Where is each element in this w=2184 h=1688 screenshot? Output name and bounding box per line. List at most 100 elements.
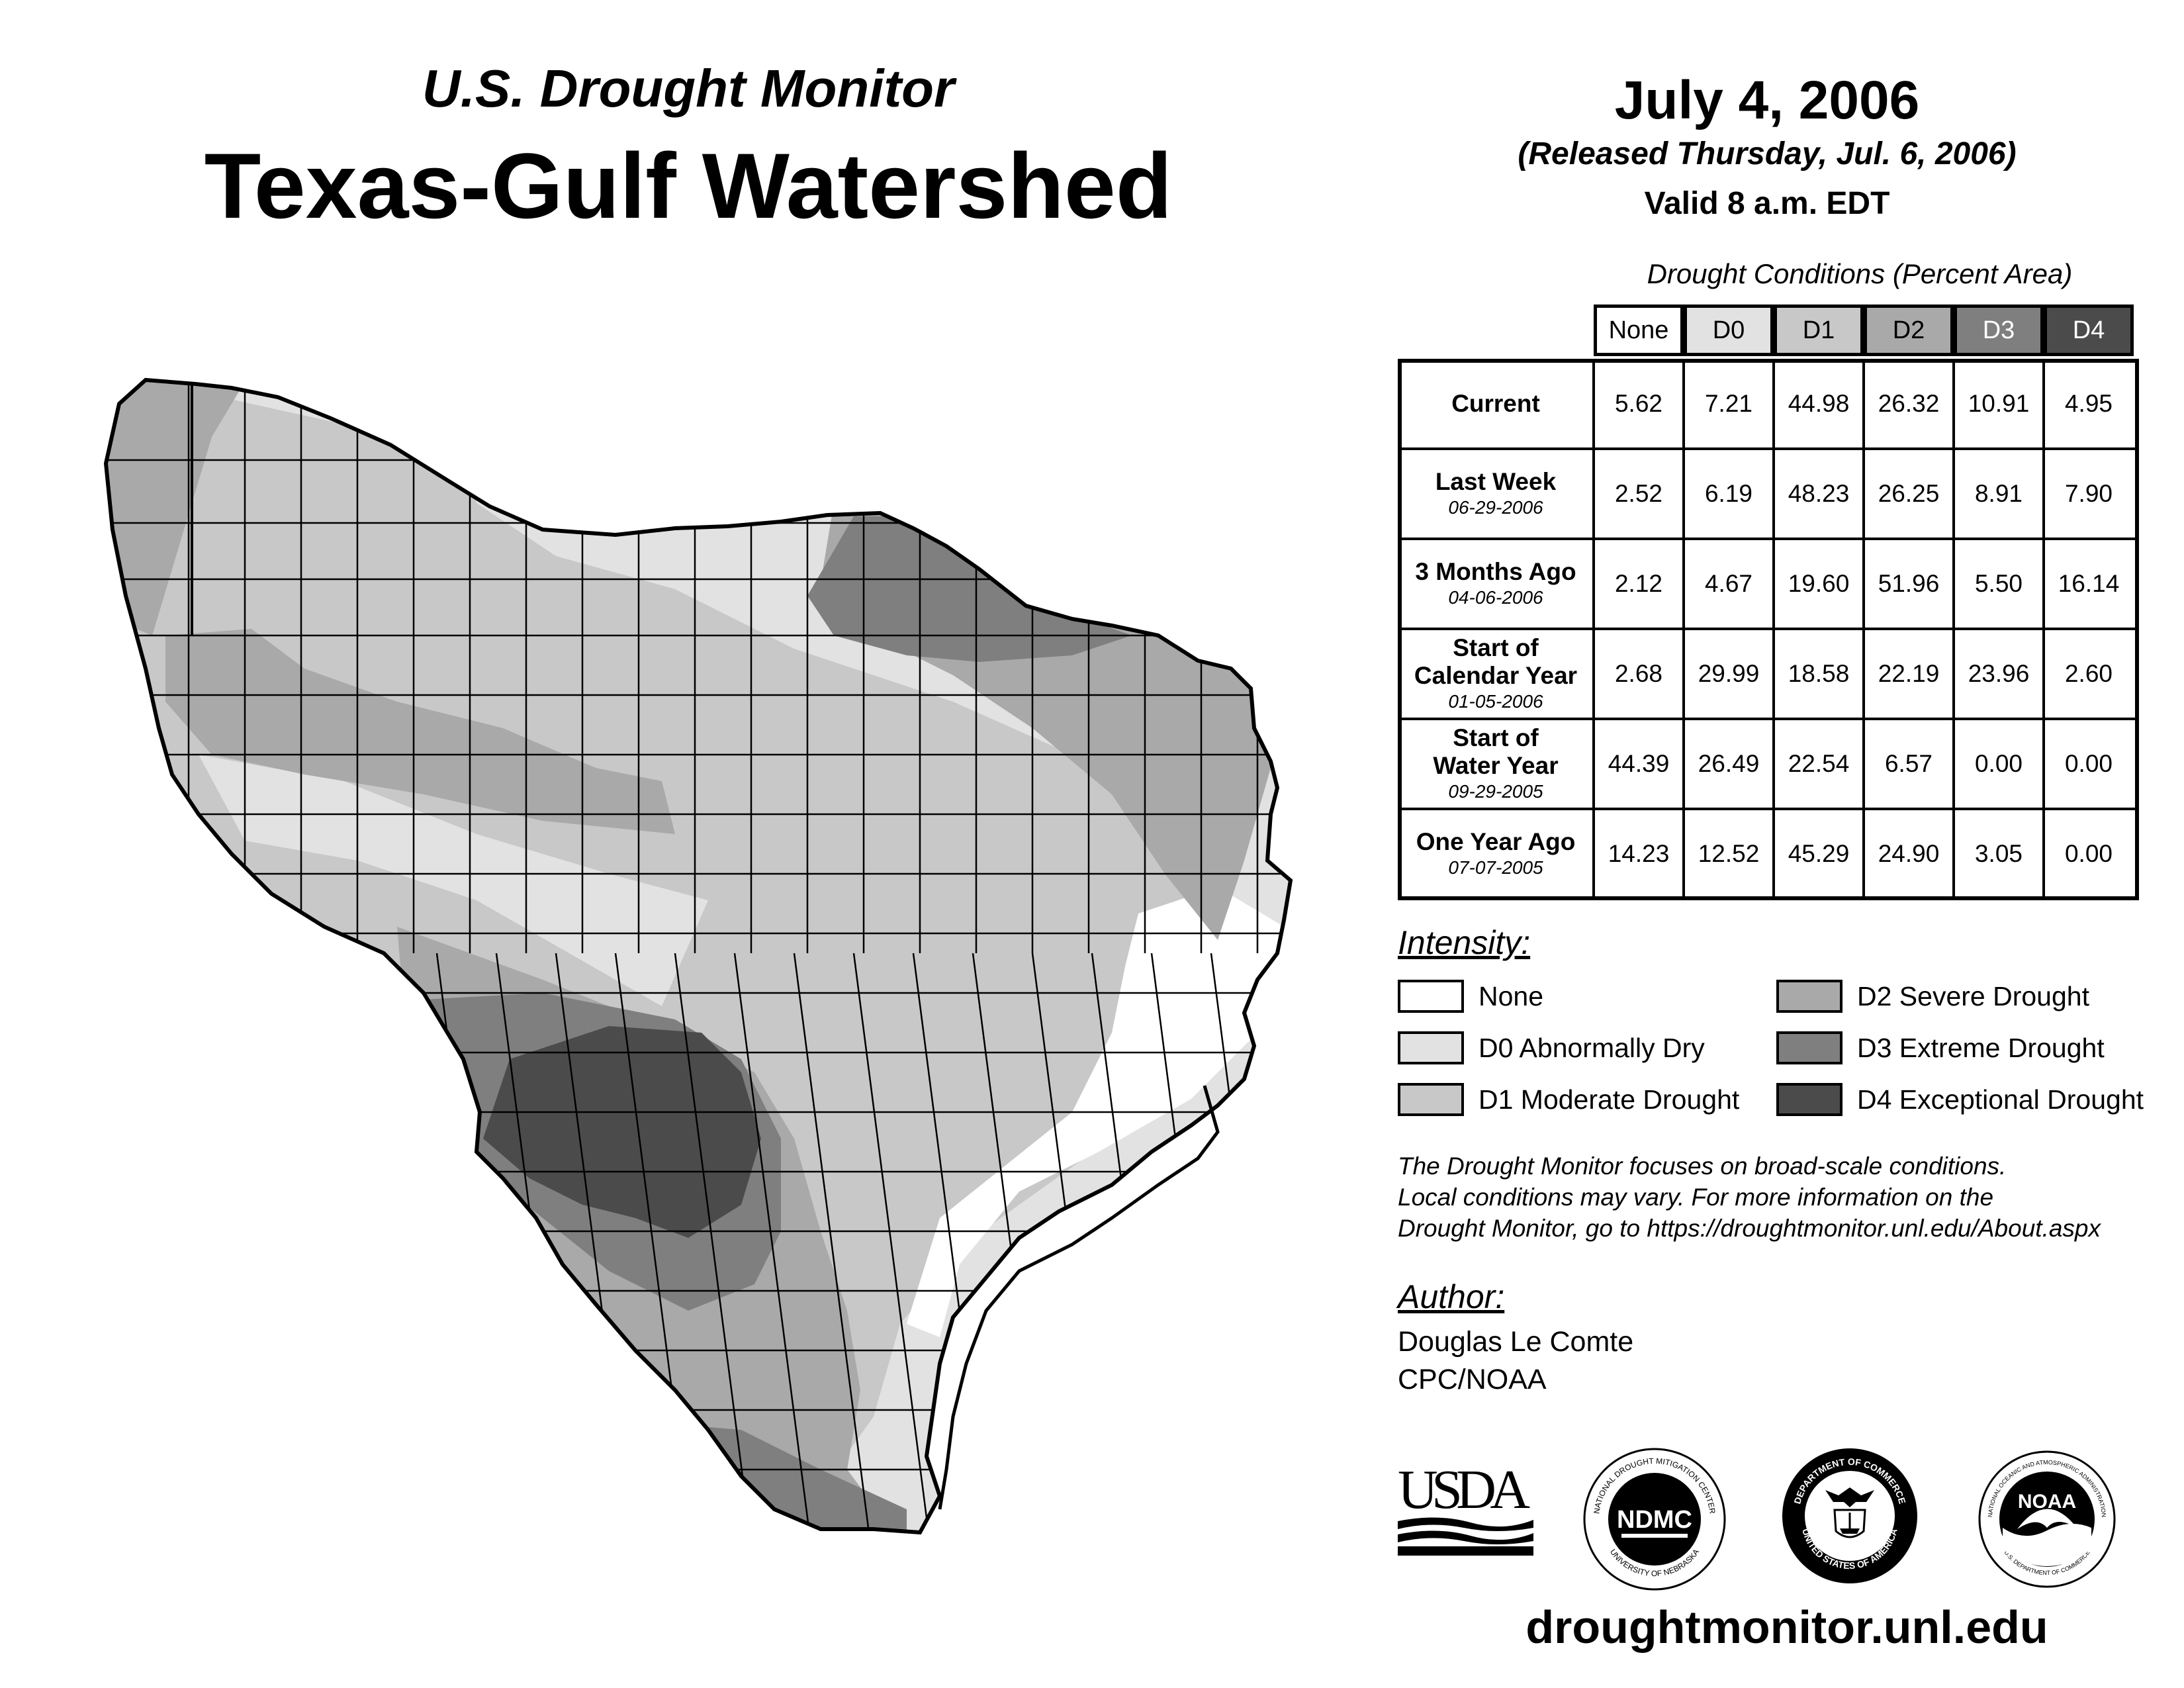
ndmc-logo-text: NDMC (1617, 1506, 1692, 1534)
cell-d4: 0.00 (2064, 840, 2113, 867)
column-header-d0: D0 (1684, 305, 1774, 356)
column-header-none: None (1594, 305, 1684, 356)
legend-label: D2 Severe Drought (1857, 980, 2089, 1011)
intensity-heading: Intensity: (1398, 924, 1531, 961)
legend-label: D3 Extreme Drought (1857, 1032, 2105, 1063)
cell-d2: 51.96 (1878, 570, 1940, 597)
disclaimer-line: Drought Monitor, go to https://droughtmo… (1398, 1215, 2101, 1242)
legend-item-d2: D2 Severe Drought (1776, 980, 2089, 1013)
cell-d0: 6.19 (1704, 480, 1752, 507)
commerce-seal: DEPARTMENT OF COMMERCE UNITED STATES OF … (1782, 1448, 1917, 1583)
noaa-logo-text: NOAA (2018, 1491, 2076, 1513)
cell-none: 14.23 (1608, 840, 1670, 867)
row-label: Start of Calendar Year 01-05-2006 (1398, 629, 1594, 719)
legend-item-d3: D3 Extreme Drought (1776, 1031, 2105, 1064)
cell-d1: 44.98 (1788, 390, 1850, 417)
cell-d2: 6.57 (1884, 750, 1933, 777)
column-header-d4: D4 (2044, 305, 2134, 356)
ndmc-logo: NATIONAL DROUGHT MITIGATION CENTER UNIVE… (1583, 1448, 1726, 1591)
legend-label: None (1479, 980, 1544, 1011)
row-label: Current (1398, 359, 1594, 449)
map-date: July 4, 2006 (1614, 70, 1920, 130)
row-start-water-year: Start of Water Year 09-29-2005 44.39 26.4… (1398, 719, 2139, 809)
cell-d3: 10.91 (1968, 390, 2030, 417)
row-title: Current (1451, 390, 1540, 417)
legend-label: D1 Moderate Drought (1479, 1084, 1740, 1115)
column-header-d1: D1 (1774, 305, 1864, 356)
row-date: 09-29-2005 (1448, 781, 1543, 802)
cell-d2: 24.90 (1878, 840, 1940, 867)
cell-d2: 26.32 (1878, 390, 1940, 417)
map-title: Texas-Gulf Watershed (204, 134, 1173, 238)
cell-d1: 19.60 (1788, 570, 1850, 597)
table-grid (1398, 359, 2139, 900)
legend-swatch (1776, 980, 1843, 1013)
row-start-calendar-year: Start of Calendar Year 01-05-2006 2.68 29… (1398, 629, 2139, 719)
row-one-year-ago: One Year Ago 07-07-2005 14.23 12.52 45.29… (1398, 809, 2139, 899)
legend-label: D4 Exceptional Drought (1857, 1084, 2144, 1115)
cell-d4: 0.00 (2064, 750, 2113, 777)
legend-item-d1: D1 Moderate Drought (1398, 1083, 1739, 1116)
cell-d4: 4.95 (2064, 390, 2113, 417)
cell-none: 2.12 (1614, 570, 1662, 597)
legend-label: D0 Abnormally Dry (1479, 1032, 1705, 1063)
row-title: Start of Water Year (1433, 724, 1559, 779)
author-name: Douglas Le Comte (1398, 1326, 1634, 1358)
legend-swatch (1776, 1031, 1843, 1064)
row-title: One Year Ago (1416, 828, 1576, 855)
row-last-week: Last Week 06-29-2006 2.52 6.19 48.23 26.2… (1398, 449, 2139, 539)
cell-d0: 4.67 (1704, 570, 1752, 597)
release-date: (Released Thursday, Jul. 6, 2006) (1518, 136, 2017, 171)
cell-none: 5.62 (1614, 390, 1662, 417)
row-label: 3 Months Ago 04-06-2006 (1398, 539, 1594, 629)
cell-d0: 12.52 (1698, 840, 1760, 867)
disclaimer-line: Local conditions may vary. For more info… (1398, 1184, 1994, 1211)
row-title: Last Week (1435, 468, 1557, 495)
author-heading: Author: (1398, 1278, 1505, 1315)
noaa-logo: NATIONAL OCEANIC AND ATMOSPHERIC ADMINIS… (1978, 1450, 2116, 1588)
usda-logo: USDA (1398, 1459, 1533, 1556)
valid-time: Valid 8 a.m. EDT (1644, 186, 1890, 221)
cell-d1: 22.54 (1788, 750, 1850, 777)
cell-d1: 45.29 (1788, 840, 1850, 867)
row-current: Current 5.62 7.21 44.98 26.32 10.91 4.95 (1398, 359, 2139, 449)
disclaimer: The Drought Monitor focuses on broad-sca… (1398, 1150, 2101, 1244)
drought-table (1398, 359, 2139, 900)
legend-swatch (1776, 1083, 1843, 1116)
table-caption: Drought Conditions (Percent Area) (1647, 258, 2073, 289)
row-title: 3 Months Ago (1415, 558, 1576, 585)
row-3-months-ago: 3 Months Ago 04-06-2006 2.12 4.67 19.60 5… (1398, 539, 2139, 629)
row-date: 07-07-2005 (1448, 857, 1543, 878)
cell-d1: 48.23 (1788, 480, 1850, 507)
map-subtitle: U.S. Drought Monitor (422, 59, 955, 118)
legend-item-none: None (1398, 980, 1543, 1013)
column-header-d2: D2 (1864, 305, 1954, 356)
row-label: Last Week 06-29-2006 (1398, 449, 1594, 539)
row-title: Start of Calendar Year (1414, 634, 1578, 689)
cell-d2: 22.19 (1878, 660, 1940, 687)
cell-d3: 3.05 (1974, 840, 2023, 867)
row-date: 04-06-2006 (1448, 587, 1543, 608)
cell-none: 44.39 (1608, 750, 1670, 777)
legend-swatch (1398, 1083, 1464, 1116)
cell-d0: 29.99 (1698, 660, 1760, 687)
column-header-d3: D3 (1954, 305, 2044, 356)
cell-d4: 16.14 (2058, 570, 2120, 597)
legend-item-d4: D4 Exceptional Drought (1776, 1083, 2144, 1116)
drought-map (103, 377, 1293, 1535)
cell-d1: 18.58 (1788, 660, 1850, 687)
cell-d3: 8.91 (1974, 480, 2023, 507)
legend-item-d0: D0 Abnormally Dry (1398, 1031, 1705, 1064)
usda-logo-text: USDA (1398, 1459, 1530, 1521)
row-date: 06-29-2006 (1448, 497, 1543, 518)
cell-d4: 7.90 (2064, 480, 2113, 507)
cell-d3: 23.96 (1968, 660, 2030, 687)
cell-d4: 2.60 (2064, 660, 2113, 687)
legend-swatch (1398, 980, 1464, 1013)
cell-d0: 26.49 (1698, 750, 1760, 777)
cell-d0: 7.21 (1704, 390, 1752, 417)
row-date: 01-05-2006 (1448, 691, 1543, 712)
footer-url[interactable]: droughtmonitor.unl.edu (1525, 1601, 2048, 1653)
legend-swatch (1398, 1031, 1464, 1064)
cell-none: 2.52 (1614, 480, 1662, 507)
